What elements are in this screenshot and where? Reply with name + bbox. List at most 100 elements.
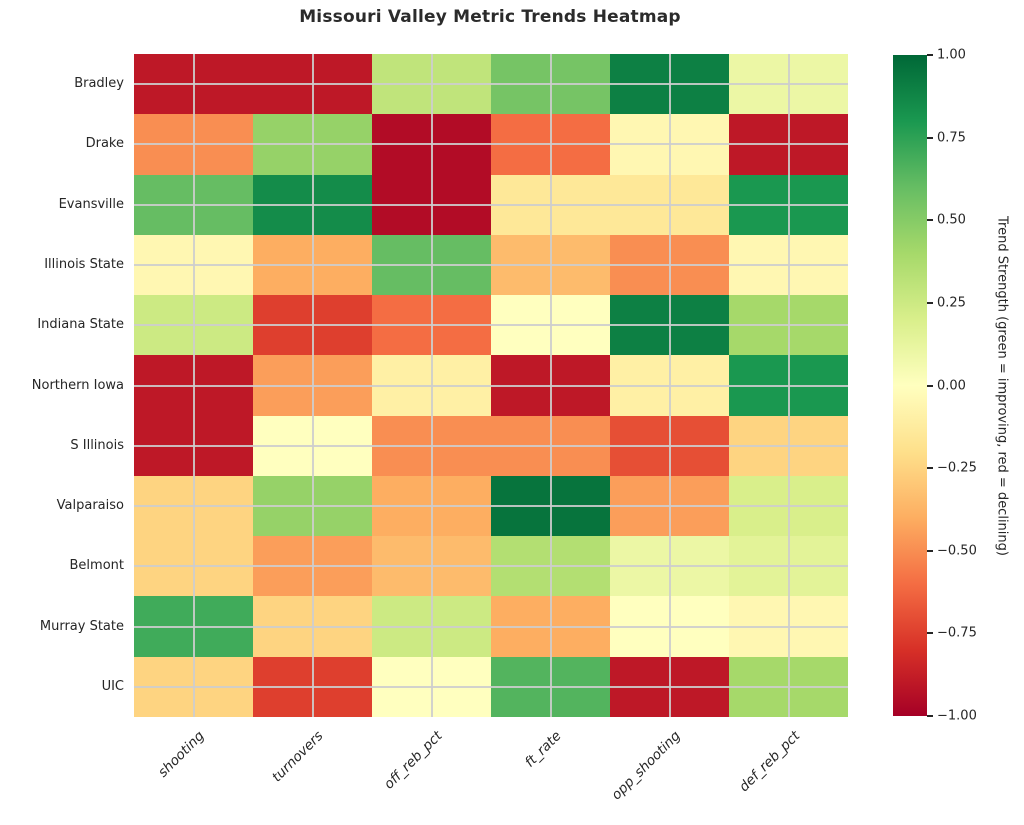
heatmap-cell-belmont-opp_shooting [610, 536, 729, 597]
heatmap-cell-murray-state-shooting [134, 596, 253, 657]
colorbar-tick-mark [927, 715, 933, 717]
heatmap-cell-evansville-opp_shooting [610, 174, 729, 235]
chart-title: Missouri Valley Metric Trends Heatmap [299, 7, 681, 27]
y-tick-label-s-illinois: S Illinois [70, 437, 124, 453]
x-tick-label-off_reb_pct: off_reb_pct [381, 728, 446, 793]
heatmap-grid [134, 54, 848, 717]
heatmap-cell-drake-ft_rate [491, 114, 610, 175]
x-tick-label-turnovers: turnovers [269, 728, 327, 786]
y-tick-label-illinois-state: Illinois State [44, 257, 124, 273]
colorbar-tick-label: −0.25 [937, 460, 977, 476]
heatmap-cell-bradley-shooting [134, 54, 253, 115]
colorbar-tick-mark [927, 632, 933, 635]
y-tick-label-evansville: Evansville [58, 196, 124, 212]
heatmap-cell-bradley-opp_shooting [610, 54, 729, 115]
colorbar-tick-label: 0.00 [937, 378, 966, 393]
heatmap-cell-uic-def_reb_pct [729, 656, 848, 717]
heatmap-cell-valparaiso-turnovers [253, 475, 372, 537]
heatmap-cell-drake-off_reb_pct [372, 114, 491, 175]
heatmap-cell-illinois-state-turnovers [253, 234, 372, 296]
y-tick-label-northern-iowa: Northern Iowa [31, 377, 124, 393]
heatmap-cell-uic-turnovers [253, 656, 372, 717]
heatmap-cell-indiana-state-ft_rate [491, 295, 610, 356]
y-tick-label-indiana-state: Indiana State [37, 317, 124, 333]
colorbar-tick-label: 0.25 [937, 295, 966, 311]
heatmap-cell-bradley-turnovers [253, 54, 372, 115]
heatmap-cell-drake-opp_shooting [610, 114, 729, 175]
heatmap-cell-uic-opp_shooting [610, 656, 729, 717]
heatmap-cell-northern-iowa-def_reb_pct [729, 355, 848, 416]
heatmap-cell-evansville-turnovers [253, 174, 372, 235]
colorbar-tick-label: −0.75 [937, 625, 977, 641]
heatmap-cell-northern-iowa-opp_shooting [610, 355, 729, 416]
heatmap-cell-murray-state-off_reb_pct [372, 596, 491, 657]
y-tick-label-drake: Drake [85, 136, 124, 152]
heatmap-cell-valparaiso-ft_rate [491, 475, 610, 537]
heatmap-cell-northern-iowa-shooting [134, 355, 253, 416]
heatmap-cell-belmont-ft_rate [491, 536, 610, 597]
colorbar-tick-label: 0.50 [937, 212, 966, 228]
heatmap-cell-illinois-state-off_reb_pct [372, 234, 491, 296]
heatmap-cell-bradley-def_reb_pct [729, 54, 848, 115]
y-tick-label-belmont: Belmont [69, 558, 124, 574]
heatmap-cell-murray-state-turnovers [253, 596, 372, 657]
colorbar-tick-label: 0.75 [937, 130, 966, 146]
heatmap-cell-s-illinois-off_reb_pct [372, 415, 491, 476]
heatmap-cell-illinois-state-shooting [134, 234, 253, 296]
heatmap-cell-northern-iowa-ft_rate [491, 355, 610, 416]
heatmap-cell-uic-shooting [134, 656, 253, 717]
heatmap-cell-northern-iowa-turnovers [253, 355, 372, 416]
heatmap-cell-murray-state-def_reb_pct [729, 596, 848, 657]
heatmap-cell-s-illinois-shooting [134, 415, 253, 476]
y-tick-label-murray-state: Murray State [39, 618, 124, 634]
colorbar-tick-mark [927, 54, 933, 56]
colorbar-tick-label: 1.00 [937, 47, 966, 63]
heatmap-cell-indiana-state-turnovers [253, 295, 372, 356]
heatmap-cell-evansville-shooting [134, 174, 253, 235]
heatmap-cell-northern-iowa-off_reb_pct [372, 355, 491, 416]
heatmap-cell-evansville-off_reb_pct [372, 174, 491, 235]
heatmap-cell-murray-state-ft_rate [491, 596, 610, 657]
heatmap-cell-indiana-state-def_reb_pct [729, 295, 848, 356]
heatmap-cell-indiana-state-opp_shooting [610, 295, 729, 356]
colorbar [893, 55, 927, 716]
heatmap-cell-bradley-ft_rate [491, 54, 610, 115]
heatmap-cell-illinois-state-opp_shooting [610, 234, 729, 296]
colorbar-label: Trend Strength (green = improving, red =… [994, 216, 1010, 556]
heatmap-cell-bradley-off_reb_pct [372, 54, 491, 115]
heatmap-cell-belmont-def_reb_pct [729, 536, 848, 597]
heatmap-cell-uic-off_reb_pct [372, 656, 491, 717]
heatmap-cell-belmont-shooting [134, 536, 253, 597]
colorbar-tick-label: −1.00 [937, 708, 977, 724]
colorbar-tick-mark [927, 136, 933, 139]
y-tick-label-valparaiso: Valparaiso [56, 498, 124, 514]
heatmap-cell-illinois-state-def_reb_pct [729, 234, 848, 296]
x-tick-label-shooting: shooting [155, 728, 208, 781]
heatmap-cell-valparaiso-opp_shooting [610, 475, 729, 537]
heatmap-cell-valparaiso-shooting [134, 475, 253, 537]
heatmap-cell-indiana-state-off_reb_pct [372, 295, 491, 356]
heatmap-cell-illinois-state-ft_rate [491, 234, 610, 296]
colorbar-tick-mark [927, 301, 933, 304]
x-tick-label-ft_rate: ft_rate [522, 728, 565, 771]
y-tick-label-uic: UIC [101, 679, 124, 695]
colorbar-tick-mark [927, 549, 933, 552]
heatmap-cell-s-illinois-turnovers [253, 415, 372, 476]
heatmap-cell-drake-shooting [134, 114, 253, 175]
heatmap-cell-evansville-def_reb_pct [729, 174, 848, 235]
y-tick-label-bradley: Bradley [74, 76, 124, 92]
x-tick-label-opp_shooting: opp_shooting [608, 728, 684, 804]
heatmap-cell-belmont-turnovers [253, 536, 372, 597]
colorbar-tick-mark [927, 467, 933, 470]
heatmap-cell-s-illinois-ft_rate [491, 415, 610, 476]
colorbar-tick-label: −0.50 [937, 543, 977, 559]
x-tick-label-def_reb_pct: def_reb_pct [735, 728, 803, 796]
heatmap-cell-valparaiso-off_reb_pct [372, 475, 491, 537]
heatmap-cell-drake-def_reb_pct [729, 114, 848, 175]
heatmap-cell-s-illinois-def_reb_pct [729, 415, 848, 476]
heatmap-cell-s-illinois-opp_shooting [610, 415, 729, 476]
heatmap-cell-murray-state-opp_shooting [610, 596, 729, 657]
heatmap-cell-evansville-ft_rate [491, 174, 610, 235]
heatmap-cell-uic-ft_rate [491, 656, 610, 717]
